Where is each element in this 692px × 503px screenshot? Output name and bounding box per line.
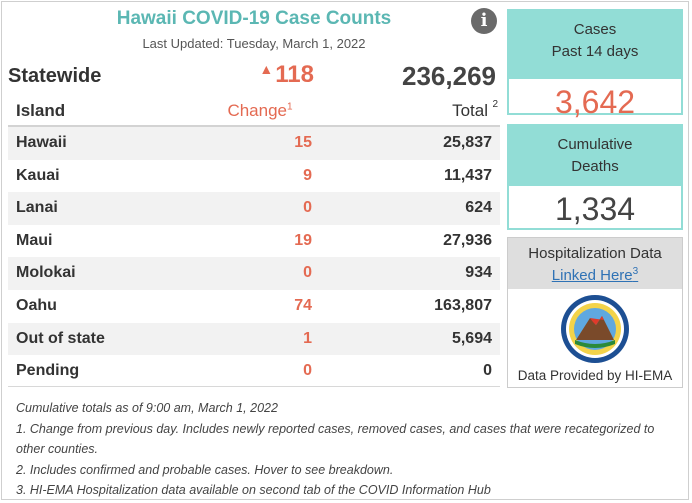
footnote-3: 3. HI-EMA Hospitalization data available…: [16, 483, 491, 497]
island-change: 1: [303, 329, 312, 347]
island-name: Hawaii: [16, 134, 67, 151]
column-header-total: Total 2: [340, 99, 498, 121]
island-name: Oahu: [16, 296, 57, 314]
island-name: Maui: [16, 231, 53, 249]
table-row[interactable]: Lanai 0 624: [8, 192, 500, 225]
statewide-change-value: 118: [275, 61, 314, 88]
island-total: 624: [465, 199, 492, 217]
table-row[interactable]: Kauai 9 11,437: [8, 160, 500, 193]
deaths-card-label: Cumulative Deaths: [507, 134, 683, 178]
hospitalization-card: Hospitalization Data Linked Here3 Data P…: [507, 237, 683, 388]
footnote-marker: 1: [287, 101, 293, 113]
footnotes: Cumulative totals as of 9:00 am, March 1…: [16, 398, 676, 501]
statewide-total: 236,269: [402, 61, 496, 91]
island-change: 9: [303, 166, 312, 184]
island-total: 25,837: [443, 134, 492, 151]
table-divider: [8, 386, 500, 387]
island-change: 0: [303, 362, 312, 380]
island-name: Kauai: [16, 166, 60, 184]
island-name: Out of state: [16, 329, 105, 347]
island-total: 27,936: [443, 231, 492, 249]
cases-card-value: 3,642: [509, 79, 681, 120]
hospitalization-title: Hospitalization Data: [528, 245, 662, 262]
footnote-marker: 3: [632, 266, 639, 277]
header-divider: [8, 125, 500, 127]
island-total: 934: [465, 264, 492, 282]
statewide-label: Statewide: [8, 65, 102, 87]
cases-14-day-card: Cases Past 14 days 3,642: [507, 9, 683, 120]
column-header-island: Island: [16, 101, 66, 120]
hospitalization-link[interactable]: Linked Here3: [508, 266, 682, 284]
island-name: Pending: [16, 362, 80, 380]
info-icon[interactable]: i: [471, 8, 497, 34]
island-change: 0: [303, 199, 312, 217]
footnote-1: 1. Change from previous day. Includes ne…: [16, 421, 655, 457]
island-change: 19: [294, 231, 312, 249]
cases-card-label-line2: Past 14 days: [551, 43, 639, 60]
last-updated: Last Updated: Tuesday, March 1, 2022: [142, 36, 366, 51]
statewide-change: ▲118: [200, 61, 314, 89]
table-row[interactable]: Pending 0 0: [8, 355, 500, 388]
table-row[interactable]: Oahu 74 163,807: [8, 290, 500, 323]
footnote-2: 2. Includes confirmed and probable cases…: [16, 462, 394, 477]
table-row[interactable]: Maui 19 27,936: [8, 225, 500, 258]
island-change: 0: [303, 264, 312, 282]
column-header-change-label: Change: [227, 101, 287, 120]
island-total: 163,807: [434, 296, 492, 314]
island-change: 74: [294, 296, 312, 314]
table-row[interactable]: Out of state 1 5,694: [8, 322, 500, 356]
table-row[interactable]: Hawaii 15 25,837: [8, 127, 500, 160]
hospitalization-link-label[interactable]: Linked Here: [551, 267, 633, 284]
footnote-marker: 2: [492, 99, 498, 110]
deaths-card-label-line2: Deaths: [571, 158, 619, 175]
island-total: 0: [483, 362, 492, 380]
footnote-timestamp: Cumulative totals as of 9:00 am, March 1…: [16, 401, 278, 415]
cases-card-label: Cases Past 14 days: [507, 19, 683, 63]
cases-card-label-line1: Cases: [573, 21, 617, 38]
data-provider: Data Provided by HI-EMA: [517, 368, 673, 383]
island-total: 11,437: [443, 166, 492, 184]
up-triangle-icon: ▲: [259, 61, 274, 77]
cumulative-deaths-card: Cumulative Deaths 1,334: [507, 124, 683, 230]
deaths-card-value: 1,334: [509, 186, 681, 228]
island-table: Hawaii 15 25,837 Kauai 9 11,437 Lanai 0 624 Ma…: [8, 127, 500, 388]
island-name: Lanai: [16, 199, 58, 217]
hospitalization-card-header: Hospitalization Data Linked Here3: [508, 238, 682, 289]
island-total: 5,694: [451, 329, 492, 347]
table-row[interactable]: Molokai 0 934: [8, 257, 500, 290]
column-header-change: Change1: [200, 101, 320, 121]
island-name: Molokai: [16, 264, 76, 282]
deaths-card-label-line1: Cumulative: [557, 136, 633, 153]
page-title: Hawaii COVID-19 Case Counts: [116, 8, 392, 29]
hi-ema-seal-icon: [561, 295, 629, 363]
column-header-total-label: Total: [452, 101, 488, 120]
island-change: 15: [294, 134, 312, 151]
